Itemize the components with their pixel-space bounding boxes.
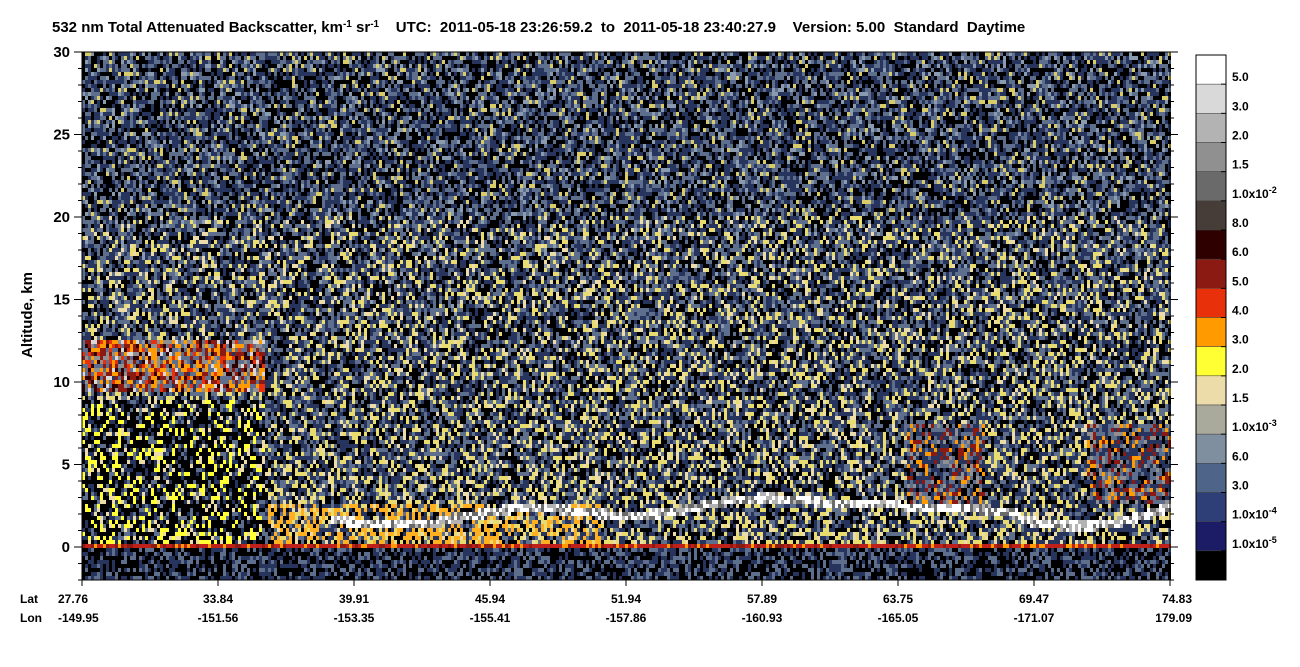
colorbar-label-exp: -5 — [1269, 535, 1277, 545]
colorbar-label: 5.0 — [1232, 274, 1249, 288]
colorbar-swatch — [1195, 113, 1227, 143]
x-row-label: Lat — [20, 592, 38, 606]
colorbar-label-base: 1.0x10 — [1232, 420, 1269, 434]
chart-title: 532 nm Total Attenuated Backscatter, km-… — [52, 19, 1025, 37]
colorbar-swatch — [1195, 550, 1227, 581]
colorbar-label: 1.0x10-2 — [1232, 185, 1277, 201]
x-tick-label-lat: 63.75 — [883, 592, 913, 606]
x-tick-label-lon: -171.07 — [1014, 611, 1055, 625]
x-tick-label-lat: 74.83 — [1162, 592, 1192, 606]
colorbar-label: 6.0 — [1232, 245, 1249, 259]
colorbar-swatch — [1195, 54, 1227, 85]
y-tick-label: 5 — [62, 457, 70, 474]
plot-area — [81, 51, 1171, 581]
colorbar-label: 1.5 — [1232, 391, 1249, 405]
colorbar-label: 3.0 — [1232, 479, 1249, 493]
colorbar-label: 2.0 — [1232, 362, 1249, 376]
x-tick-label-lat: 69.47 — [1019, 592, 1049, 606]
y-axis-label: Altitude, km — [19, 272, 36, 358]
colorbar-label: 2.0 — [1232, 129, 1249, 143]
x-tick-label-lon: 179.09 — [1155, 611, 1192, 625]
colorbar-label: 1.0x10-3 — [1232, 418, 1277, 434]
y-tick-label: 25 — [53, 127, 70, 144]
colorbar-swatch — [1195, 492, 1227, 522]
colorbar-swatch — [1195, 229, 1227, 260]
colorbar-label-base: 1.0x10 — [1232, 537, 1269, 551]
colorbar-swatch — [1195, 171, 1227, 202]
colorbar-swatch — [1195, 521, 1227, 552]
colorbar-label-exp: -2 — [1269, 185, 1277, 195]
colorbar-label: 4.0 — [1232, 304, 1249, 318]
colorbar-swatch — [1195, 258, 1227, 289]
colorbar-swatch — [1195, 433, 1227, 464]
colorbar-swatch — [1195, 463, 1227, 493]
x-tick-label-lon: -151.56 — [198, 611, 239, 625]
title-part: sr — [352, 19, 371, 36]
colorbar-label: 1.5 — [1232, 158, 1249, 172]
colorbar-label: 5.0 — [1232, 70, 1249, 84]
backscatter-texture — [85, 216, 1171, 544]
colorbar-label: 1.0x10-5 — [1232, 535, 1277, 551]
x-row-label: Lon — [20, 611, 42, 625]
y-tick-label: 15 — [53, 292, 70, 309]
backscatter-texture — [82, 340, 265, 392]
colorbar-label: 3.0 — [1232, 99, 1249, 113]
colorbar-swatch — [1195, 317, 1227, 347]
colorbar-swatch — [1195, 375, 1227, 406]
title-part: UTC: 2011-05-18 23:26:59.2 to 2011-05-18… — [379, 19, 1025, 36]
y-tick-label: 10 — [53, 374, 70, 391]
backscatter-texture — [82, 52, 1171, 580]
x-tick-label-lon: -160.93 — [742, 611, 783, 625]
x-tick-label-lat: 57.89 — [747, 592, 777, 606]
x-tick-label-lat: 33.84 — [203, 592, 233, 606]
backscatter-texture — [334, 492, 1168, 532]
backscatter-texture — [85, 544, 1171, 548]
title-part: 532 nm Total Attenuated Backscatter, km — [52, 19, 343, 36]
title-part: -1 — [370, 19, 379, 30]
colorbar-label-base: 1.0x10 — [1232, 508, 1269, 522]
backscatter-texture — [82, 400, 265, 544]
colorbar-swatch — [1195, 288, 1227, 318]
y-tick-label: 0 — [62, 539, 70, 556]
x-tick-label-lon: -165.05 — [878, 611, 919, 625]
backscatter-texture — [268, 504, 601, 544]
colorbar-label-exp: -3 — [1269, 418, 1277, 428]
colorbar-swatch — [1195, 142, 1227, 172]
colorbar-label: 1.0x10-4 — [1232, 506, 1277, 522]
colorbar-swatch — [1195, 346, 1227, 377]
x-tick-label-lat: 39.91 — [339, 592, 369, 606]
colorbar-label: 6.0 — [1232, 449, 1249, 463]
backscatter-texture — [82, 340, 265, 392]
x-tick-label-lat: 51.94 — [611, 592, 641, 606]
colorbar-label-exp: -4 — [1269, 506, 1277, 516]
x-tick-label-lat: 27.76 — [58, 592, 88, 606]
backscatter-texture — [82, 52, 1171, 216]
x-tick-label-lon: -149.95 — [58, 611, 99, 625]
backscatter-texture — [82, 216, 1171, 544]
x-tick-label-lon: -153.35 — [334, 611, 375, 625]
x-tick-label-lat: 45.94 — [475, 592, 505, 606]
colorbar-label: 3.0 — [1232, 333, 1249, 347]
x-tick-label-lon: -157.86 — [606, 611, 647, 625]
x-tick-label-lon: -155.41 — [470, 611, 511, 625]
colorbar-label: 8.0 — [1232, 216, 1249, 230]
y-tick-label: 20 — [53, 209, 70, 226]
title-part: -1 — [343, 19, 352, 30]
colorbar-swatch — [1195, 404, 1227, 435]
colorbar-swatch — [1195, 83, 1227, 114]
backscatter-texture — [337, 492, 1171, 532]
colorbar-label-base: 1.0x10 — [1232, 187, 1269, 201]
y-tick-label: 30 — [53, 44, 70, 61]
colorbar-swatch — [1195, 200, 1227, 231]
